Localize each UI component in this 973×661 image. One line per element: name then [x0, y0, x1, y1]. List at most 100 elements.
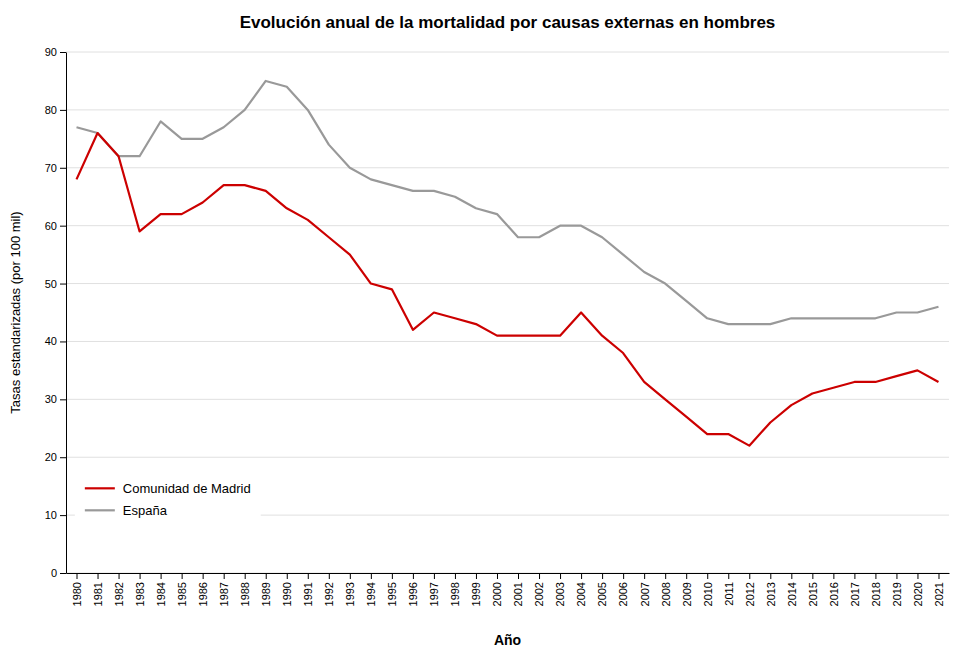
x-tick: 1984 — [155, 573, 167, 606]
x-tick: 2007 — [639, 573, 651, 606]
x-tick: 1982 — [113, 573, 125, 606]
x-tick: 2000 — [491, 573, 503, 606]
plot-area: 1980 1981 1982 1983 1984 1985 1986 1987 1988 1989… — [45, 46, 950, 606]
legend-item: Comunidad de Madrid — [85, 481, 251, 496]
x-tick: 1994 — [365, 573, 377, 606]
y-tick-label: 30 — [45, 393, 57, 405]
x-tick: 1980 — [71, 573, 83, 606]
x-tick-mark — [518, 573, 519, 579]
x-tick: 2018 — [870, 573, 882, 606]
x-tick-mark — [665, 573, 666, 579]
x-tick-mark — [707, 573, 708, 579]
x-tick-mark — [98, 573, 99, 579]
x-tick: 1996 — [407, 573, 419, 606]
x-tick: 1990 — [281, 573, 293, 606]
lines — [77, 81, 939, 446]
x-tick-mark — [749, 573, 750, 579]
x-tick-label: 1993 — [344, 582, 356, 606]
legend-item: España — [85, 503, 168, 518]
grid-line — [66, 341, 949, 342]
x-tick-label: 2005 — [596, 582, 608, 606]
x-tick: 2020 — [912, 573, 924, 606]
grid-line — [66, 167, 949, 168]
x-tick: 1987 — [218, 573, 230, 606]
x-tick-label: 2018 — [870, 582, 882, 606]
y-tick-label: 70 — [45, 162, 57, 174]
x-tick-label: 1985 — [176, 582, 188, 606]
x-tick: 2005 — [596, 573, 608, 606]
y-tick-mark — [60, 341, 66, 342]
x-tick: 1995 — [386, 573, 398, 606]
x-tick-mark — [308, 573, 309, 579]
x-tick: 2014 — [786, 573, 798, 606]
y-tick: 40 — [45, 335, 66, 347]
grid — [66, 52, 949, 573]
legend-swatch — [85, 509, 115, 511]
x-tick-label: 2003 — [554, 582, 566, 606]
x-tick-label: 2020 — [912, 582, 924, 606]
x-tick-mark — [203, 573, 204, 579]
x-tick: 2002 — [533, 573, 545, 606]
x-tick-mark — [854, 573, 855, 579]
y-tick-mark — [60, 515, 66, 516]
x-tick-label: 2009 — [681, 582, 693, 606]
x-tick-mark — [728, 573, 729, 579]
x-tick: 1985 — [176, 573, 188, 606]
y-tick-mark — [60, 399, 66, 400]
x-tick: 2021 — [933, 573, 945, 606]
y-tick-mark — [60, 457, 66, 458]
x-tick-mark — [581, 573, 582, 579]
x-tick-label: 2008 — [660, 582, 672, 606]
y-tick: 60 — [45, 220, 66, 232]
legend-swatch — [85, 487, 115, 489]
y-tick-label: 90 — [45, 46, 57, 58]
x-tick: 2003 — [554, 573, 566, 606]
x-tick-label: 1980 — [71, 582, 83, 606]
x-tick: 2008 — [660, 573, 672, 606]
y-tick-label: 0 — [51, 567, 57, 579]
x-tick-mark — [455, 573, 456, 579]
x-tick-label: 2001 — [512, 582, 524, 606]
x-tick-mark — [434, 573, 435, 579]
y-tick-mark — [60, 226, 66, 227]
x-tick-mark — [938, 573, 939, 579]
legend-label: Comunidad de Madrid — [123, 481, 251, 496]
x-tick-mark — [812, 573, 813, 579]
y-tick-label: 10 — [45, 509, 57, 521]
chart: 1980 1981 1982 1983 1984 1985 1986 1987 1988 1989… — [0, 0, 973, 661]
y-tick-mark — [60, 52, 66, 53]
x-tick-mark — [266, 573, 267, 579]
x-tick-label: 1999 — [470, 582, 482, 606]
grid-line — [66, 399, 949, 400]
x-tick-label: 1991 — [302, 582, 314, 606]
x-tick-label: 1989 — [260, 582, 272, 606]
x-tick: 1988 — [239, 573, 251, 606]
x-tick-mark — [119, 573, 120, 579]
y-tick: 30 — [45, 393, 66, 405]
x-tick: 2015 — [807, 573, 819, 606]
y-tick-label: 40 — [45, 335, 57, 347]
x-tick: 1986 — [197, 573, 209, 606]
x-tick-mark — [350, 573, 351, 579]
x-tick-mark — [77, 573, 78, 579]
x-tick-label: 2013 — [765, 582, 777, 606]
x-tick: 2004 — [575, 573, 587, 606]
x-tick-label: 1986 — [197, 582, 209, 606]
x-tick: 1981 — [92, 573, 104, 606]
legend-background — [75, 467, 261, 531]
x-tick: 2011 — [723, 573, 735, 606]
x-tick-label: 1984 — [155, 582, 167, 606]
y-tick-label: 60 — [45, 220, 57, 232]
y-tick: 90 — [45, 46, 66, 58]
x-tick-label: 2006 — [617, 582, 629, 606]
x-tick-label: 2007 — [639, 582, 651, 606]
x-tick-label: 1992 — [323, 582, 335, 606]
x-tick-mark — [560, 573, 561, 579]
x-tick-label: 1983 — [134, 582, 146, 606]
x-tick-mark — [791, 573, 792, 579]
x-tick-label: 2000 — [491, 582, 503, 606]
x-tick-label: 2012 — [744, 582, 756, 606]
x-tick-mark — [770, 573, 771, 579]
x-tick-mark — [875, 573, 876, 579]
x-tick-label: 1996 — [407, 582, 419, 606]
